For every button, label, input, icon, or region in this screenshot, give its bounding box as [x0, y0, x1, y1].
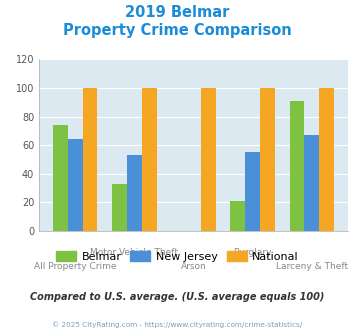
Text: Motor Vehicle Theft: Motor Vehicle Theft [91, 248, 178, 257]
Bar [230, 201, 245, 231]
Bar [245, 152, 260, 231]
Bar [127, 155, 142, 231]
Bar [112, 184, 127, 231]
Text: Property Crime Comparison: Property Crime Comparison [63, 23, 292, 38]
Text: All Property Crime: All Property Crime [34, 262, 116, 271]
Text: Compared to U.S. average. (U.S. average equals 100): Compared to U.S. average. (U.S. average … [30, 292, 325, 302]
Text: Burglary: Burglary [233, 248, 272, 257]
Bar [201, 88, 215, 231]
Bar [290, 101, 304, 231]
Bar [53, 125, 68, 231]
Bar [260, 88, 275, 231]
Bar [319, 88, 334, 231]
Legend: Belmar, New Jersey, National: Belmar, New Jersey, National [51, 247, 304, 267]
Bar [83, 88, 97, 231]
Bar [304, 135, 319, 231]
Bar [68, 140, 83, 231]
Bar [142, 88, 157, 231]
Text: Arson: Arson [181, 262, 206, 271]
Text: © 2025 CityRating.com - https://www.cityrating.com/crime-statistics/: © 2025 CityRating.com - https://www.city… [53, 322, 302, 328]
Text: Larceny & Theft: Larceny & Theft [275, 262, 348, 271]
Text: 2019 Belmar: 2019 Belmar [125, 5, 230, 20]
